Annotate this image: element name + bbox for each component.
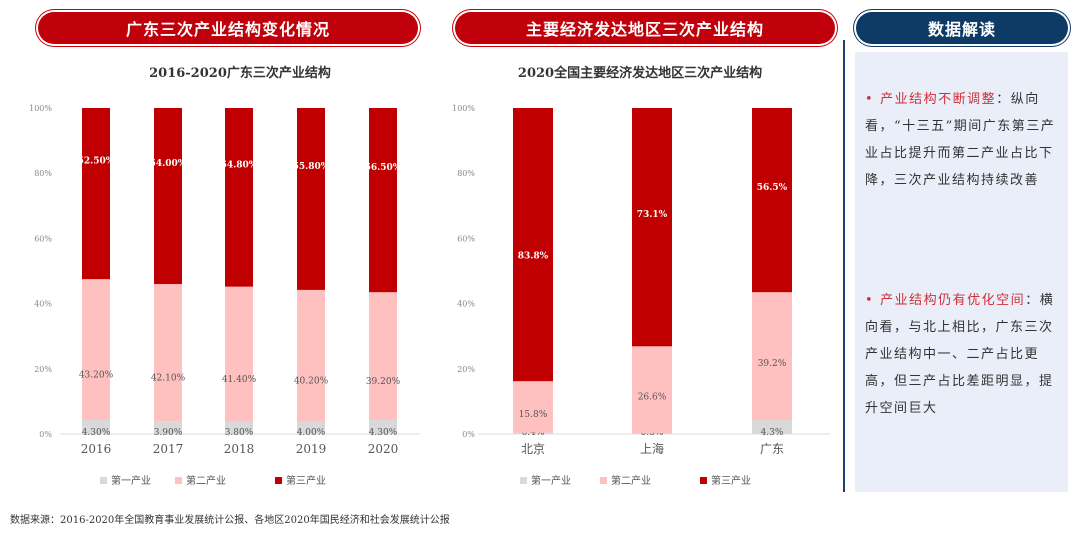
analysis-panel: • 产业结构不断调整：纵向看，“十三五”期间广东第三产业占比提升而第二产业占比下降… [855, 52, 1068, 492]
x-tick-label: 2017 [153, 442, 184, 456]
chart2-title: 2020全国主要经济发达地区三次产业结构 [517, 66, 763, 81]
bar-segment-第二产业 [297, 289, 325, 421]
y-tick-label: 100% [452, 104, 475, 113]
bar-segment-第三产业 [225, 108, 253, 287]
legend-label: 第三产业 [711, 474, 751, 487]
bar-segment-第二产业 [632, 346, 672, 434]
analysis-point-2: • 产业结构仍有优化空间：横向看，与北上相比，广东三次产业结构中一、二产占比更高，… [865, 287, 1061, 422]
x-tick-label: 2016 [81, 442, 112, 456]
data-label: 4.30% [369, 428, 398, 438]
data-label: 40.20% [294, 376, 329, 386]
bar-segment-第一产业 [225, 421, 253, 434]
data-label: 26.6% [638, 393, 667, 403]
y-tick-label: 20% [457, 365, 475, 374]
x-tick-label: 广东 [760, 442, 784, 456]
bar-segment-第一产业 [297, 420, 325, 434]
x-tick-label: 2018 [224, 442, 255, 456]
y-tick-label: 0% [39, 430, 52, 439]
legend-label: 第一产业 [111, 474, 151, 487]
data-label: 42.10% [151, 374, 186, 384]
data-label: 0.4% [522, 428, 545, 438]
bullet-icon: • [865, 293, 875, 308]
bar-segment-第二产业 [154, 284, 182, 422]
source-note: 数据来源：2016-2020年全国教育事业发展统计公报、各地区2020年国民经济… [10, 515, 450, 526]
bar-segment-第二产业 [513, 381, 553, 433]
legend-swatch [700, 477, 707, 484]
bar-segment-第三产业 [632, 108, 672, 347]
bar-segment-第二产业 [369, 292, 397, 420]
data-label: 39.2% [758, 359, 787, 369]
header-data-interpretation: 数据解读 [856, 12, 1068, 44]
divider [843, 40, 845, 492]
legend-swatch [520, 477, 527, 484]
y-tick-label: 60% [457, 234, 475, 243]
header-guangdong-structure: 广东三次产业结构变化情况 [38, 12, 418, 44]
bar-segment-第三产业 [154, 108, 182, 285]
y-tick-label: 20% [34, 365, 52, 374]
bullet-icon: • [865, 92, 875, 107]
data-label: 54.00% [150, 159, 187, 169]
analysis-highlight: 产业结构仍有优化空间 [880, 293, 1026, 308]
data-label: 4.3% [761, 428, 784, 438]
legend-swatch [175, 477, 182, 484]
y-tick-label: 0% [462, 430, 475, 439]
y-tick-label: 80% [34, 169, 52, 178]
legend-swatch [600, 477, 607, 484]
data-label: 39.20% [366, 377, 401, 387]
y-tick-label: 40% [457, 300, 475, 309]
data-label: 73.1% [637, 210, 668, 220]
legend-label: 第二产业 [186, 474, 226, 487]
bar-segment-第一产业 [632, 433, 672, 434]
y-tick-label: 80% [457, 169, 475, 178]
bar-segment-第三产业 [82, 108, 110, 280]
bar-segment-第三产业 [297, 108, 325, 290]
bar-segment-第二产业 [82, 279, 110, 420]
y-tick-label: 100% [29, 104, 52, 113]
header-regions-structure: 主要经济发达地区三次产业结构 [455, 12, 835, 44]
bar-segment-第一产业 [154, 421, 182, 434]
data-label: 3.90% [154, 428, 183, 438]
y-tick-label: 40% [34, 300, 52, 309]
legend-swatch [100, 477, 107, 484]
y-tick-label: 60% [34, 234, 52, 243]
data-label: 54.80% [221, 160, 258, 170]
data-label: 3.80% [225, 428, 254, 438]
data-label: 83.8% [518, 251, 549, 261]
data-label: 41.40% [222, 375, 257, 385]
data-label: 55.80% [293, 162, 330, 172]
legend-label: 第二产业 [611, 474, 651, 487]
bar-segment-第三产业 [513, 108, 553, 382]
analysis-highlight: 产业结构不断调整 [880, 92, 997, 107]
bar-segment-第一产业 [369, 419, 397, 434]
data-label: 52.50% [78, 157, 115, 167]
legend-swatch [275, 477, 282, 484]
legend-label: 第一产业 [531, 474, 571, 487]
data-label: 43.20% [79, 371, 114, 381]
x-tick-label: 北京 [521, 442, 545, 456]
bar-segment-第一产业 [513, 432, 553, 434]
data-label: 56.50% [365, 163, 402, 173]
bar-segment-第一产业 [752, 419, 792, 434]
analysis-text: ：横向看，与北上相比，广东三次产业结构中一、二产占比更高，但三产占比差距明显，提… [865, 293, 1055, 416]
bar-segment-第三产业 [369, 108, 397, 293]
legend-label: 第三产业 [286, 474, 326, 487]
bar-segment-第一产业 [82, 419, 110, 434]
bar-segment-第二产业 [752, 292, 792, 420]
data-label: 4.30% [82, 428, 111, 438]
data-label: 4.00% [297, 428, 326, 438]
chart1-title: 2016-2020广东三次产业结构 [149, 66, 331, 81]
x-tick-label: 上海 [640, 441, 664, 456]
bar-segment-第三产业 [752, 108, 792, 293]
x-tick-label: 2020 [368, 442, 399, 456]
data-label: 56.5% [757, 183, 788, 193]
data-label: 15.8% [519, 410, 548, 420]
analysis-point-1: • 产业结构不断调整：纵向看，“十三五”期间广东第三产业占比提升而第二产业占比下降… [865, 86, 1061, 194]
analysis-text: ：纵向看，“十三五”期间广东第三产业占比提升而第二产业占比下降，三次产业结构持续… [865, 92, 1056, 188]
bar-segment-第二产业 [225, 286, 253, 422]
x-tick-label: 2019 [296, 442, 327, 456]
